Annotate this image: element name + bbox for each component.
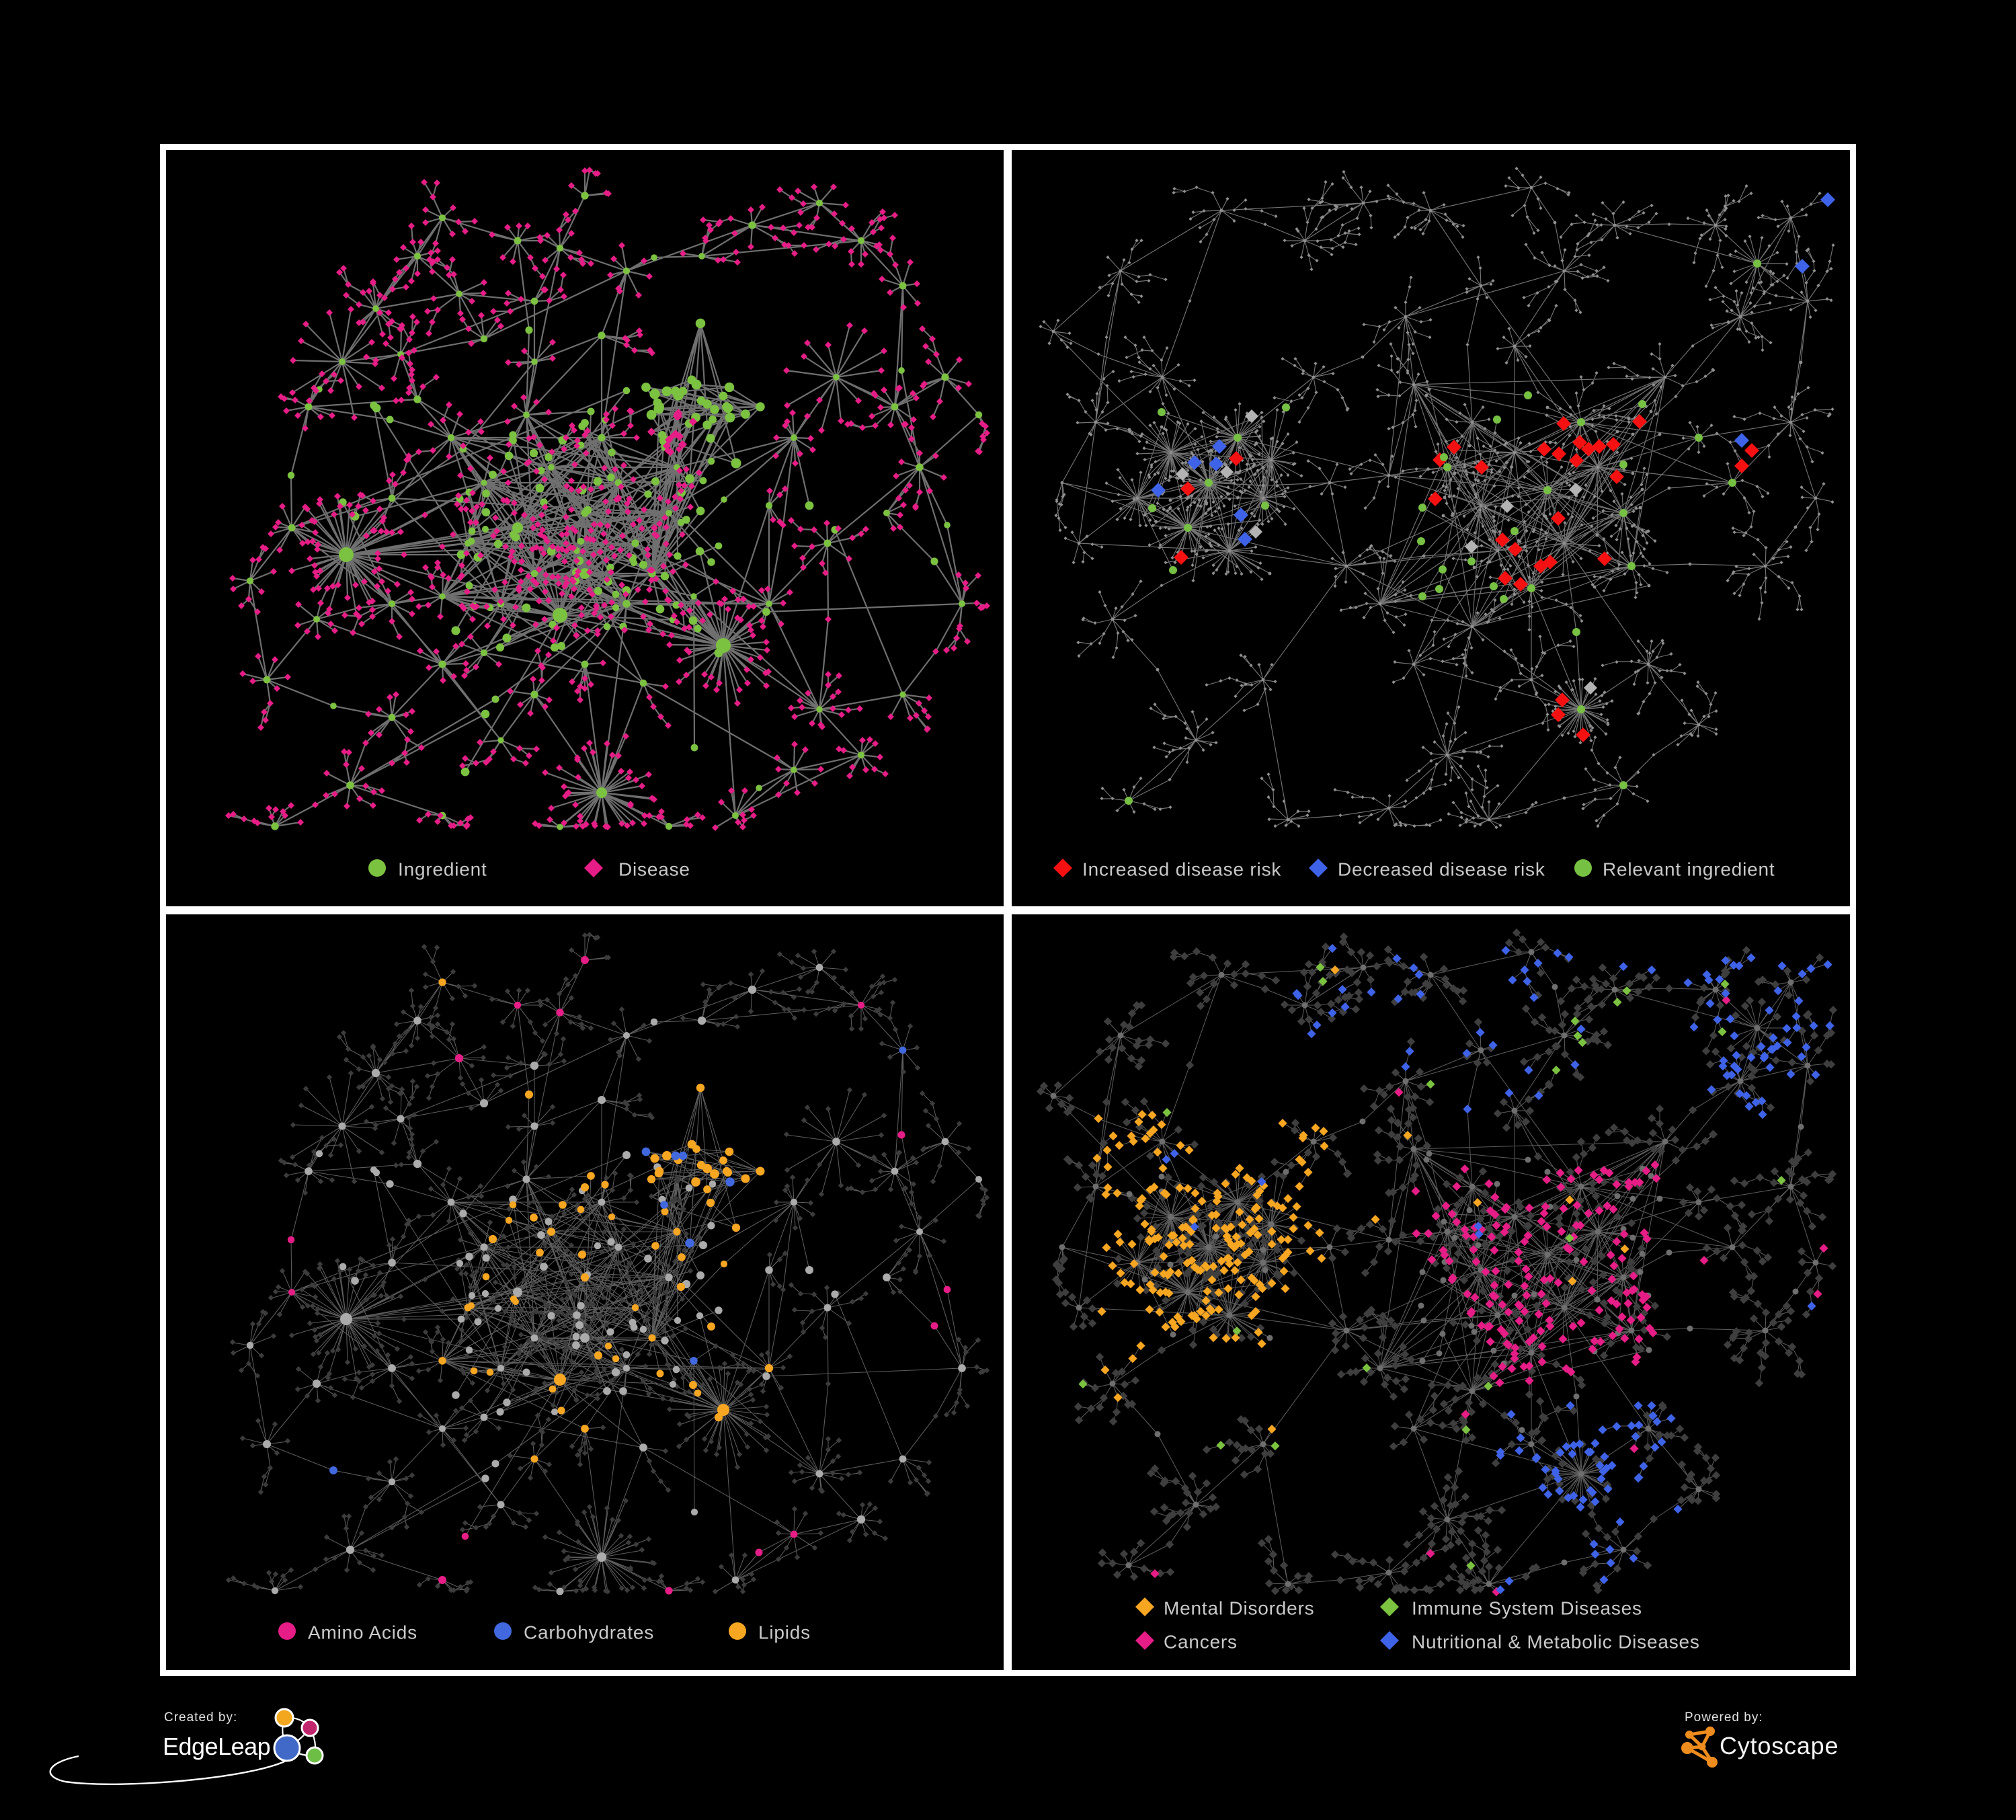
svg-text:Decreased disease risk: Decreased disease risk xyxy=(1338,859,1545,880)
svg-text:Ingredient: Ingredient xyxy=(398,859,487,880)
svg-text:Nutritional & Metabolic Diseas: Nutritional & Metabolic Diseases xyxy=(1412,1632,1700,1653)
svg-text:Disease: Disease xyxy=(618,859,690,880)
svg-text:Created by:: Created by: xyxy=(164,1710,237,1725)
svg-text:Carbohydrates: Carbohydrates xyxy=(524,1622,654,1643)
svg-text:Cytoscape: Cytoscape xyxy=(1720,1732,1839,1759)
svg-text:Powered by:: Powered by: xyxy=(1685,1710,1763,1725)
svg-text:Relevant ingredient: Relevant ingredient xyxy=(1603,859,1775,880)
svg-text:Immune System Diseases: Immune System Diseases xyxy=(1412,1598,1642,1619)
svg-text:EdgeLeap: EdgeLeap xyxy=(163,1733,270,1760)
svg-text:Increased disease risk: Increased disease risk xyxy=(1082,859,1281,880)
svg-text:Lipids: Lipids xyxy=(758,1622,811,1643)
svg-text:Amino Acids: Amino Acids xyxy=(308,1622,417,1643)
svg-text:Mental Disorders: Mental Disorders xyxy=(1164,1598,1314,1619)
svg-text:Cancers: Cancers xyxy=(1164,1632,1238,1653)
